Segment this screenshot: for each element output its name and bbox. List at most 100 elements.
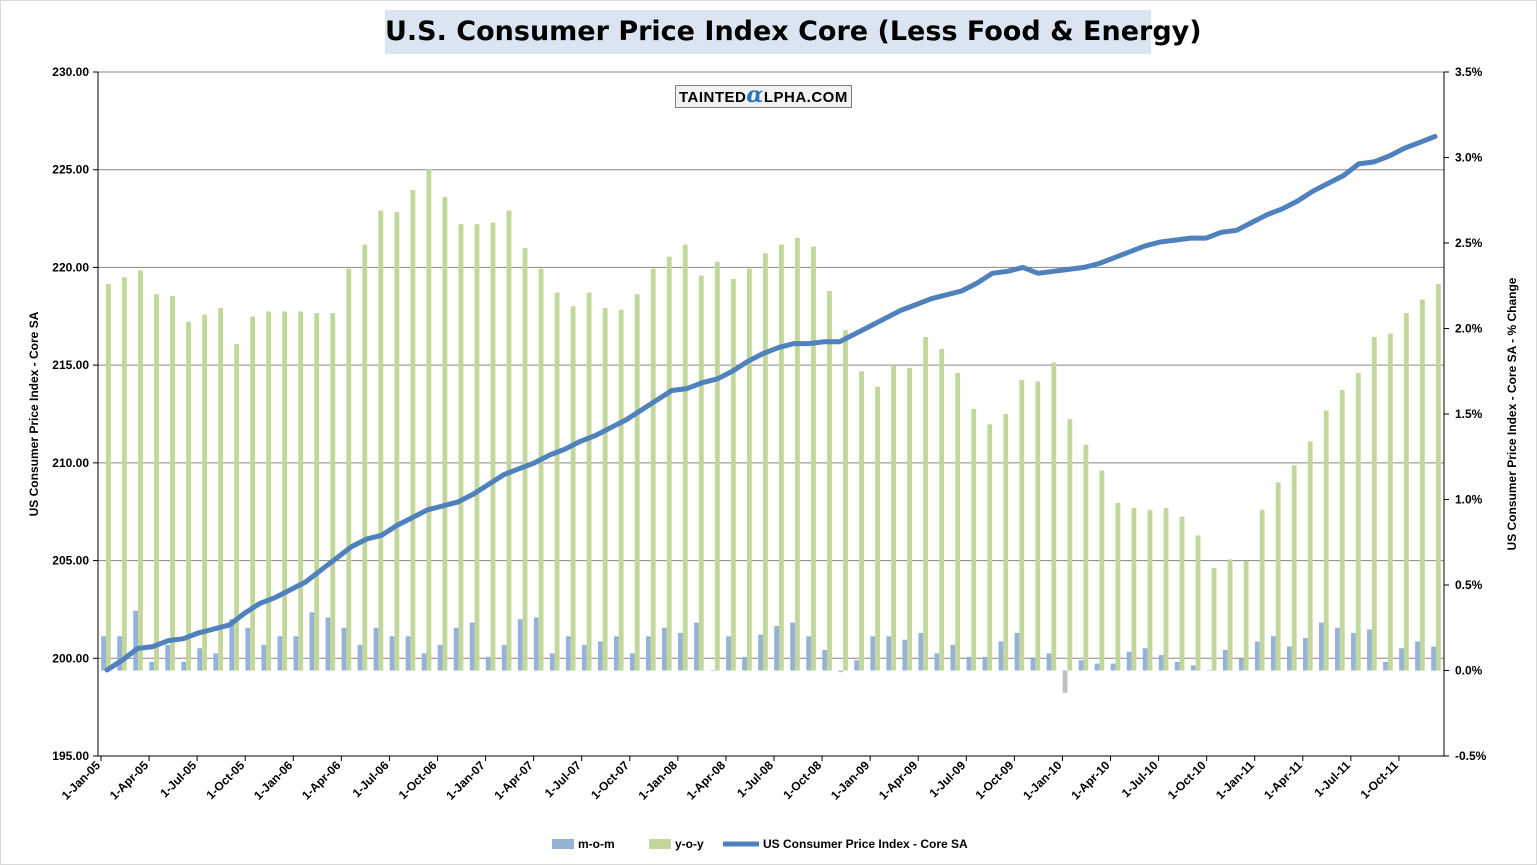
bar-mom — [1142, 648, 1148, 671]
bar-mom — [1126, 651, 1132, 671]
bar-mom — [421, 653, 427, 671]
bar-mom — [597, 641, 603, 671]
legend-swatch-yoy — [649, 839, 671, 849]
y-left-tick-label: 210.00 — [52, 456, 89, 470]
bar-mom — [549, 653, 555, 671]
chart-title: U.S. Consumer Price Index Core (Less Foo… — [385, 10, 1202, 54]
bar-yoy — [1051, 362, 1057, 671]
bar-yoy — [666, 256, 672, 671]
bar-yoy — [170, 296, 175, 671]
bar-yoy — [298, 311, 304, 671]
bar-mom — [293, 636, 299, 671]
y-right-tick-label: 2.5% — [1455, 236, 1483, 250]
bar-mom — [758, 634, 763, 671]
bar-yoy — [1387, 333, 1393, 671]
bar-yoy — [474, 224, 480, 671]
y-left-tick-label: 205.00 — [52, 554, 89, 568]
bar-series — [101, 169, 1441, 693]
line-series — [104, 134, 1438, 673]
bar-yoy — [282, 311, 288, 671]
bar-yoy — [955, 372, 961, 671]
x-tick-label: 1-Jan-09 — [828, 758, 873, 803]
legend-label-mom: m-o-m — [578, 837, 615, 851]
legend: m-o-m y-o-y US Consumer Price Index - Co… — [552, 837, 968, 851]
bar-yoy — [554, 292, 560, 671]
bar-yoy — [1355, 372, 1361, 671]
bar-yoy — [1115, 502, 1121, 671]
bar-yoy — [779, 244, 784, 671]
bar-yoy — [1259, 509, 1265, 671]
bar-yoy — [362, 244, 368, 671]
bar-yoy — [458, 224, 464, 671]
x-tick-label: 1-Jan-10 — [1020, 758, 1065, 803]
bar-yoy — [330, 313, 336, 671]
bar-yoy — [1099, 470, 1105, 671]
bar-mom — [373, 627, 379, 671]
x-tick-label: 1-Oct-08 — [780, 758, 824, 802]
bar-mom — [405, 636, 411, 671]
bar-yoy — [378, 210, 384, 671]
y-right-tick-label: 0.5% — [1455, 578, 1483, 592]
bar-mom — [469, 622, 475, 671]
x-tick-label: 1-Apr-07 — [491, 758, 536, 803]
x-tick-label: 1-Jul-11 — [1311, 758, 1353, 800]
bar-yoy — [682, 244, 688, 671]
bar-mom — [790, 622, 796, 671]
bar-mom — [581, 644, 587, 671]
bar-mom — [966, 656, 972, 671]
legend-label-yoy: y-o-y — [675, 837, 704, 851]
bar-mom — [1158, 655, 1164, 671]
x-tick-label: 1-Apr-11 — [1261, 758, 1305, 802]
bar-mom — [742, 656, 747, 671]
bar-yoy — [602, 307, 608, 671]
y-right-tick-label: 3.5% — [1455, 65, 1483, 79]
bar-yoy — [442, 196, 448, 671]
y-right-tick-label: 3.0% — [1455, 151, 1483, 165]
x-tick-label: 1-Apr-06 — [299, 758, 344, 803]
bar-mom — [822, 649, 828, 671]
bar-mom — [629, 653, 635, 671]
y-left-tick-label: 225.00 — [52, 163, 89, 177]
bar-mom — [501, 644, 507, 671]
bar-yoy — [1291, 465, 1297, 671]
bar-yoy — [106, 284, 111, 671]
bar-yoy — [698, 275, 704, 671]
bar-mom — [357, 644, 363, 671]
bar-mom — [117, 636, 123, 671]
bar-mom — [838, 670, 844, 673]
bar-yoy — [827, 290, 832, 671]
y-right-tick-label: 1.0% — [1455, 493, 1483, 507]
bar-yoy — [1371, 337, 1377, 671]
y-left-tick-label: 215.00 — [52, 358, 89, 372]
x-tick-label: 1-Jan-11 — [1213, 758, 1257, 802]
x-tick-label: 1-Oct-10 — [1165, 758, 1209, 802]
bar-yoy — [138, 270, 143, 671]
bar-mom — [870, 636, 876, 671]
bar-yoy — [218, 307, 223, 671]
bar-yoy — [795, 237, 800, 671]
watermark-logo: TAINTEDαLPHA.COM — [675, 84, 852, 108]
bar-yoy — [394, 212, 400, 671]
bar-mom — [1415, 641, 1420, 671]
bar-mom — [165, 644, 171, 671]
bar-yoy — [1179, 516, 1185, 671]
bar-mom — [197, 648, 203, 671]
bar-mom — [1190, 665, 1196, 671]
y-right-tick-label: 0.0% — [1455, 664, 1483, 678]
bar-yoy — [1131, 508, 1137, 671]
bar-mom — [1351, 632, 1356, 671]
bar-mom — [662, 627, 667, 671]
bar-yoy — [346, 268, 352, 671]
bar-mom — [245, 627, 251, 671]
bar-mom — [694, 622, 699, 671]
bar-mom — [1094, 663, 1100, 671]
bar-mom — [1062, 670, 1068, 693]
bar-mom — [1046, 653, 1052, 671]
bar-yoy — [202, 314, 207, 671]
y-left-tick-label: 195.00 — [52, 749, 89, 763]
bar-mom — [982, 656, 988, 671]
x-tick-label: 1-Jul-07 — [542, 758, 584, 800]
legend-swatch-mom — [552, 839, 574, 849]
bar-mom — [998, 641, 1004, 671]
